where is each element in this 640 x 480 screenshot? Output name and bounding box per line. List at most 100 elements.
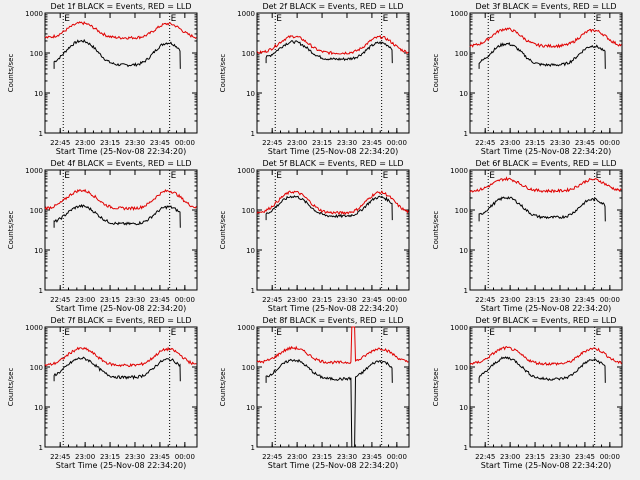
lld-series-line: [44, 21, 197, 40]
x-tick-label: 00:00: [175, 453, 195, 461]
plot-frame: [44, 326, 198, 448]
x-tick-label: 23:15: [525, 453, 545, 461]
lld-series-line: [44, 188, 197, 211]
plot-frame: [469, 12, 623, 134]
event-marker-label: E: [489, 14, 495, 24]
y-axis-label: Counts/sec: [432, 54, 440, 93]
x-tick-label: 22:45: [262, 453, 282, 461]
x-tick-label: 23:45: [575, 139, 595, 147]
x-tick-label: 23:00: [500, 139, 520, 147]
x-tick-label: 23:15: [312, 296, 332, 304]
panel-title: Det 9f BLACK = Events, RED = LLD: [475, 316, 616, 325]
y-tick-label: 1: [251, 130, 255, 138]
event-marker-label: E: [64, 171, 70, 181]
event-marker-label: E: [596, 328, 602, 338]
event-marker-label: E: [596, 14, 602, 24]
x-tick-label: 00:00: [600, 296, 620, 304]
event-marker-label: E: [383, 14, 389, 24]
x-tick-label: 23:00: [75, 296, 95, 304]
lld-series-line: [469, 176, 622, 194]
y-tick-label: 1: [464, 287, 468, 295]
y-tick-label: 10: [459, 90, 468, 98]
x-tick-label: 23:30: [337, 296, 357, 304]
panel-title: Det 2f BLACK = Events, RED = LLD: [262, 2, 403, 11]
y-axis-label: Counts/sec: [432, 211, 440, 250]
panel-5: Det 5f BLACK = Events, RED = LLD 1 10 100 10…: [219, 159, 410, 313]
y-tick-label: 1000: [450, 324, 468, 332]
event-marker-label: E: [171, 328, 177, 338]
panel-3: Det 3f BLACK = Events, RED = LLD 1 10 100 10…: [432, 2, 623, 156]
y-tick-label: 1: [251, 287, 255, 295]
y-tick-label: 100: [455, 50, 468, 58]
y-axis-label: Counts/sec: [7, 54, 15, 93]
x-tick-label: 22:45: [50, 139, 70, 147]
plot-frame: [256, 12, 410, 134]
x-tick-label: 23:45: [150, 139, 170, 147]
events-series-line: [53, 356, 181, 382]
y-tick-label: 1000: [237, 324, 255, 332]
x-tick-label: 23:00: [287, 296, 307, 304]
x-tick-label: 22:45: [50, 453, 70, 461]
y-axis-label: Counts/sec: [219, 54, 227, 93]
x-tick-label: 23:30: [337, 453, 357, 461]
y-tick-label: 1: [39, 444, 43, 452]
x-axis-label: Start Time (25-Nov-08 22:34:20): [481, 304, 611, 313]
x-tick-label: 00:00: [387, 139, 407, 147]
x-tick-label: 22:45: [50, 296, 70, 304]
y-axis-label: Counts/sec: [432, 368, 440, 407]
y-tick-label: 1: [464, 444, 468, 452]
x-tick-label: 22:45: [262, 296, 282, 304]
y-tick-label: 10: [34, 247, 43, 255]
x-tick-label: 22:45: [475, 453, 495, 461]
y-tick-label: 1: [251, 444, 255, 452]
x-tick-label: 23:45: [362, 296, 382, 304]
y-tick-label: 100: [242, 364, 255, 372]
x-axis-label: Start Time (25-Nov-08 22:34:20): [268, 147, 398, 156]
event-marker-label: E: [383, 328, 389, 338]
event-marker-label: E: [64, 328, 70, 338]
x-tick-label: 00:00: [387, 453, 407, 461]
y-tick-label: 100: [30, 207, 43, 215]
panel-1: Det 1f BLACK = Events, RED = LLD 1 10 100 10…: [7, 2, 198, 156]
x-tick-label: 23:45: [575, 453, 595, 461]
y-tick-label: 10: [246, 90, 255, 98]
panel-2: Det 2f BLACK = Events, RED = LLD 1 10 100 10…: [219, 2, 410, 156]
y-tick-label: 1000: [25, 167, 43, 175]
lld-series-line: [469, 345, 622, 366]
x-tick-label: 23:00: [75, 453, 95, 461]
x-tick-label: 23:30: [550, 139, 570, 147]
x-tick-label: 23:15: [100, 453, 120, 461]
y-axis-label: Counts/sec: [7, 211, 15, 250]
event-marker-label: E: [276, 328, 282, 338]
x-tick-label: 23:00: [287, 139, 307, 147]
y-tick-label: 10: [459, 247, 468, 255]
y-tick-label: 1000: [25, 324, 43, 332]
x-tick-label: 23:15: [312, 139, 332, 147]
x-tick-label: 23:45: [362, 453, 382, 461]
lld-series-line: [469, 27, 622, 49]
y-tick-label: 10: [459, 404, 468, 412]
y-tick-label: 100: [242, 50, 255, 58]
y-tick-label: 1000: [450, 10, 468, 18]
x-axis-label: Start Time (25-Nov-08 22:34:20): [56, 304, 186, 313]
y-tick-label: 100: [455, 364, 468, 372]
x-tick-label: 23:00: [500, 296, 520, 304]
plot-frame: [469, 169, 623, 291]
y-tick-label: 100: [30, 50, 43, 58]
x-tick-label: 23:00: [500, 453, 520, 461]
y-axis-label: Counts/sec: [7, 368, 15, 407]
panel-title: Det 7f BLACK = Events, RED = LLD: [50, 316, 191, 325]
y-tick-label: 100: [455, 207, 468, 215]
lld-series-line: [44, 346, 197, 368]
x-axis-label: Start Time (25-Nov-08 22:34:20): [268, 304, 398, 313]
event-marker-label: E: [383, 171, 389, 181]
panel-title: Det 8f BLACK = Events, RED = LLD: [262, 316, 403, 325]
event-marker-label: E: [276, 171, 282, 181]
panel-title: Det 1f BLACK = Events, RED = LLD: [50, 2, 191, 11]
events-series-line: [265, 358, 393, 448]
y-tick-label: 100: [242, 207, 255, 215]
plot-frame: [469, 326, 623, 448]
plot-frame: [256, 169, 410, 291]
x-axis-label: Start Time (25-Nov-08 22:34:20): [268, 461, 398, 470]
